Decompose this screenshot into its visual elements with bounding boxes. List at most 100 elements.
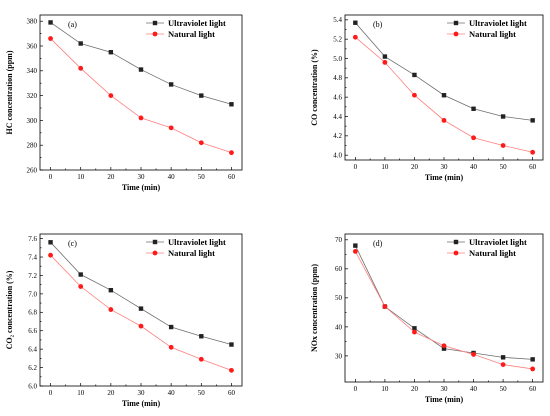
y-tick-label: 30 bbox=[335, 352, 343, 360]
x-tick-label: 50 bbox=[500, 163, 508, 171]
x-tick-label: 0 bbox=[49, 173, 53, 181]
series-line-1 bbox=[354, 245, 533, 360]
data-point-square bbox=[108, 287, 114, 293]
legend-marker-circle bbox=[453, 250, 459, 256]
y-axis-label: HC concentration (ppm) bbox=[5, 50, 14, 134]
data-point-square bbox=[412, 326, 417, 331]
x-tick-label: 0 bbox=[354, 385, 358, 393]
data-point-square bbox=[353, 20, 358, 25]
data-point-square bbox=[138, 67, 144, 72]
x-tick-label: 60 bbox=[529, 163, 537, 171]
data-point-circle bbox=[168, 125, 174, 131]
y-tick-label: 60 bbox=[335, 265, 343, 273]
x-tick-label: 40 bbox=[168, 389, 176, 397]
x-tick-label: 20 bbox=[411, 163, 419, 171]
data-point-square bbox=[229, 342, 234, 347]
data-point-circle bbox=[471, 352, 476, 357]
y-tick-label: 4.0 bbox=[333, 152, 342, 160]
legend-marker-square bbox=[453, 239, 459, 245]
y-tick-label: 4.4 bbox=[333, 113, 342, 121]
x-tick-label: 20 bbox=[107, 173, 115, 181]
data-point-square bbox=[441, 346, 447, 351]
y-tick-label: 300 bbox=[27, 117, 38, 125]
chart-panel-1: 0 10 20 30 40 50 60 260 280 300 320 340 360 380 Time (… bbox=[5, 14, 243, 192]
x-tick-label: 0 bbox=[354, 163, 358, 171]
legend-label: Natural light bbox=[469, 248, 516, 258]
y-tick-label: 6.2 bbox=[28, 364, 37, 372]
data-point-circle bbox=[229, 367, 234, 373]
data-point-circle bbox=[412, 329, 417, 335]
y-tick-label: 5.4 bbox=[333, 16, 342, 24]
x-tick-label: 50 bbox=[500, 385, 508, 393]
x-tick-label: 0 bbox=[49, 389, 53, 397]
data-point-circle bbox=[382, 59, 388, 65]
data-point-circle bbox=[48, 36, 53, 41]
chart-panel-3: 0 10 20 30 40 50 60 6.0 6.2 6.4 6.6 6.8 7.0 7.2 7.4 7.6… bbox=[5, 233, 243, 408]
legend-label: Ultraviolet light bbox=[469, 237, 527, 247]
y-tick-label: 7.6 bbox=[28, 235, 37, 243]
data-point-square bbox=[199, 334, 204, 339]
data-point-circle bbox=[500, 362, 506, 367]
data-point-circle bbox=[471, 135, 476, 141]
x-tick-label: 30 bbox=[138, 173, 146, 181]
y-tick-label: 5.2 bbox=[333, 36, 342, 44]
data-point-circle bbox=[108, 307, 114, 312]
y-tick-label: 4.6 bbox=[333, 94, 342, 102]
x-tick-label: 40 bbox=[470, 163, 478, 171]
x-tick-label: 60 bbox=[228, 173, 236, 181]
data-point-circle bbox=[441, 343, 447, 349]
data-point-square bbox=[500, 114, 506, 119]
data-point-circle bbox=[198, 140, 204, 146]
data-point-square bbox=[48, 20, 53, 25]
y-axis-label: CO₂ concentration (%) bbox=[5, 270, 14, 349]
legend-label: Natural light bbox=[168, 29, 215, 39]
panel-label: (d) bbox=[373, 239, 383, 248]
x-tick-label: 10 bbox=[381, 163, 389, 171]
y-axis-label: CO concentration (%) bbox=[310, 49, 319, 126]
panel-label: (a) bbox=[68, 20, 77, 29]
x-axis-label: Time (min) bbox=[122, 399, 161, 408]
legend-marker-square bbox=[152, 20, 158, 26]
data-point-square bbox=[168, 82, 174, 87]
x-tick-label: 20 bbox=[107, 389, 115, 397]
data-point-circle bbox=[352, 34, 358, 40]
data-point-circle bbox=[48, 252, 53, 258]
y-tick-label: 50 bbox=[335, 294, 343, 302]
y-tick-label: 320 bbox=[27, 92, 38, 100]
legend-marker-circle bbox=[453, 31, 459, 37]
y-tick-label: 6.6 bbox=[28, 327, 37, 335]
x-axis-label: Time (min) bbox=[122, 183, 161, 192]
y-tick-label: 340 bbox=[27, 67, 38, 75]
x-tick-label: 60 bbox=[529, 385, 537, 393]
series-line-2 bbox=[50, 38, 232, 154]
x-tick-label: 10 bbox=[77, 173, 85, 181]
y-tick-label: 6.4 bbox=[28, 346, 37, 354]
data-point-square bbox=[412, 72, 417, 78]
y-tick-label: 6.0 bbox=[28, 382, 37, 390]
x-tick-label: 50 bbox=[198, 389, 206, 397]
data-point-circle bbox=[78, 284, 84, 289]
x-axis-label: Time (min) bbox=[425, 173, 464, 182]
y-tick-label: 4.2 bbox=[333, 132, 342, 140]
data-point-circle bbox=[229, 150, 234, 156]
y-axis-label: NOx concentration (ppm) bbox=[310, 264, 319, 352]
data-point-circle bbox=[108, 93, 114, 98]
y-tick-label: 260 bbox=[27, 166, 38, 174]
chart-panel-2: 0 10 20 30 40 50 60 4.0 4.2 4.4 4.6 4.8 5.0 5.2 5.4 Tim… bbox=[310, 14, 544, 182]
x-tick-label: 30 bbox=[138, 389, 146, 397]
x-tick-label: 40 bbox=[470, 385, 478, 393]
x-tick-label: 30 bbox=[441, 163, 449, 171]
y-tick-label: 380 bbox=[27, 18, 38, 26]
legend-marker-circle bbox=[152, 31, 158, 37]
data-point-circle bbox=[78, 65, 84, 71]
data-point-square bbox=[229, 102, 234, 107]
data-point-square bbox=[78, 272, 83, 277]
legend-label: Ultraviolet light bbox=[168, 237, 226, 247]
data-point-square bbox=[168, 324, 174, 330]
chart-panel-4: 0 10 20 30 40 50 60 30 40 50 60 70 Time (min) NOx con… bbox=[310, 233, 544, 404]
data-point-square bbox=[530, 118, 535, 123]
data-point-circle bbox=[530, 149, 536, 155]
legend-marker-square bbox=[453, 20, 459, 26]
data-point-square bbox=[353, 243, 358, 248]
